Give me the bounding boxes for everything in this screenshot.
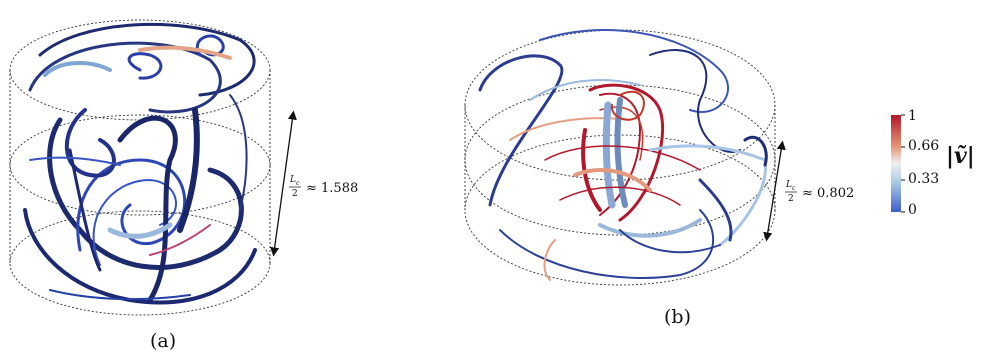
colorbar-tick-label: 1 <box>908 108 917 124</box>
height-arrow-b <box>763 140 786 242</box>
height-value-a: ≈ 1.588 <box>306 181 358 196</box>
frac-den-b: 2 <box>788 194 794 204</box>
frac-num-b: L <box>785 180 792 190</box>
caption-b: (b) <box>664 306 691 328</box>
frac-num-sub-a: c <box>296 180 300 187</box>
streamlines-b <box>478 29 768 281</box>
panel-b: L c 2 ≈ 0.802 <box>464 29 905 286</box>
height-label-a: L c 2 ≈ 1.588 <box>289 175 358 199</box>
colorbar-title: |ṽ| <box>946 143 975 169</box>
colorbar-tick-label: 0 <box>908 202 917 218</box>
frac-num-sub-b: c <box>792 185 796 192</box>
colorbar-ticks <box>901 114 905 213</box>
height-value-b: ≈ 0.802 <box>802 186 854 201</box>
frac-den-a: 2 <box>292 189 298 199</box>
colorbar-tick-label: 0.66 <box>908 138 940 154</box>
colorbar <box>891 115 901 212</box>
colorbar-tick-label: 0.33 <box>908 171 940 187</box>
height-arrow-a <box>270 110 297 257</box>
streamlines-a <box>23 22 257 305</box>
caption-a: (a) <box>150 330 177 352</box>
frac-num-a: L <box>289 175 296 185</box>
panel-a: L c 2 ≈ 1.588 <box>9 19 358 316</box>
height-label-b: L c 2 ≈ 0.802 <box>785 180 854 204</box>
